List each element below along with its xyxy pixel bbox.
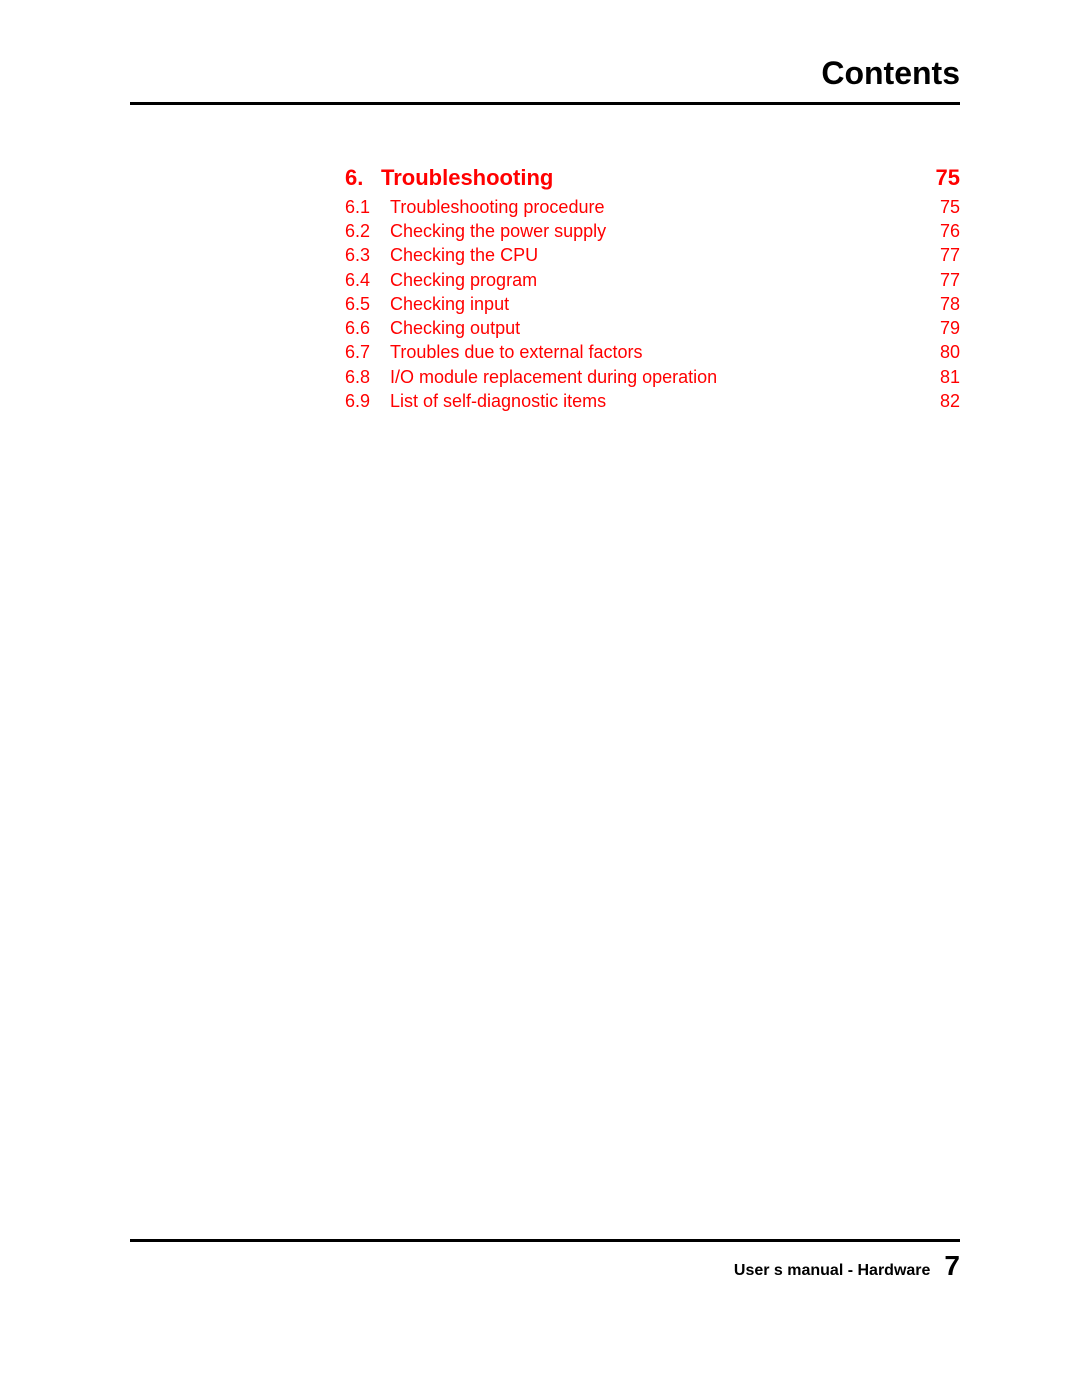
toc-entry-number: 6.5 [345,292,390,316]
toc-entry-number: 6.7 [345,340,390,364]
toc-entry-page: 76 [930,219,960,243]
toc-entry-row[interactable]: 6.8 I/O module replacement during operat… [345,365,960,389]
toc-entry-number: 6.2 [345,219,390,243]
toc-entry-title: Troubleshooting procedure [390,195,604,219]
toc-section-number: 6. [345,163,381,193]
toc-entry-number: 6.1 [345,195,390,219]
footer-text: User s manual - Hardware [734,1262,931,1280]
toc-entry-page: 77 [930,268,960,292]
toc-entry-row[interactable]: 6.3 Checking the CPU 77 [345,243,960,267]
toc-entry-page: 77 [930,243,960,267]
toc-entry-title: Checking input [390,292,509,316]
toc-entry-row[interactable]: 6.7 Troubles due to external factors 80 [345,340,960,364]
page-header-title: Contents [130,55,960,92]
toc-entry-row[interactable]: 6.6 Checking output 79 [345,316,960,340]
toc-entry-number: 6.3 [345,243,390,267]
toc-entry-row[interactable]: 6.2 Checking the power supply 76 [345,219,960,243]
top-rule [130,102,960,105]
toc-entry-title: I/O module replacement during operation [390,365,717,389]
toc-section-row[interactable]: 6. Troubleshooting 75 [345,163,960,193]
toc-entry-title: Checking the power supply [390,219,606,243]
footer-page-number: 7 [944,1250,960,1282]
bottom-rule [130,1239,960,1242]
toc-entry-page: 75 [930,195,960,219]
toc-section-title: Troubleshooting [381,163,553,193]
toc-section-page: 75 [930,163,960,193]
table-of-contents: 6. Troubleshooting 75 6.1 Troubleshootin… [345,163,960,413]
toc-entry-number: 6.4 [345,268,390,292]
toc-entry-row[interactable]: 6.9 List of self-diagnostic items 82 [345,389,960,413]
toc-entry-page: 78 [930,292,960,316]
toc-entry-number: 6.9 [345,389,390,413]
toc-entry-row[interactable]: 6.5 Checking input 78 [345,292,960,316]
page-footer: User s manual - Hardware 7 [734,1250,960,1282]
toc-entry-page: 81 [930,365,960,389]
toc-entry-row[interactable]: 6.1 Troubleshooting procedure 75 [345,195,960,219]
toc-entry-row[interactable]: 6.4 Checking program 77 [345,268,960,292]
toc-entry-page: 82 [930,389,960,413]
toc-entry-title: Troubles due to external factors [390,340,642,364]
toc-entry-title: Checking output [390,316,520,340]
toc-entry-title: Checking program [390,268,537,292]
toc-entry-number: 6.6 [345,316,390,340]
toc-entry-page: 80 [930,340,960,364]
page-content: Contents 6. Troubleshooting 75 6.1 Troub… [130,55,960,1300]
toc-entry-title: List of self-diagnostic items [390,389,606,413]
toc-entry-page: 79 [930,316,960,340]
toc-entry-number: 6.8 [345,365,390,389]
toc-entry-title: Checking the CPU [390,243,538,267]
